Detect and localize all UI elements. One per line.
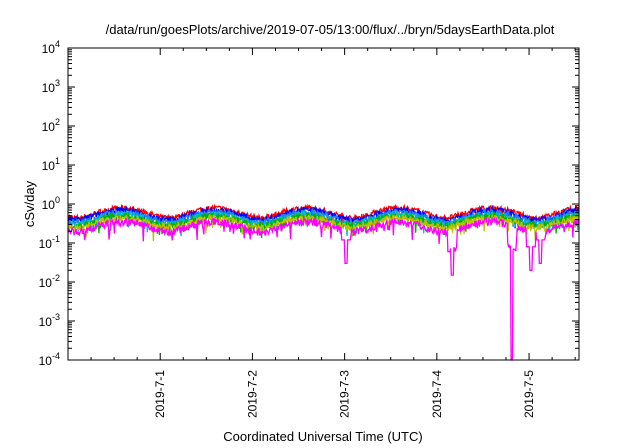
series-layer [67, 203, 580, 361]
series-line-2 [67, 204, 580, 233]
series-line-1 [67, 203, 580, 230]
y-tick-label: 101 [42, 156, 60, 173]
x-tick-label: 2019-7-1 [153, 370, 167, 418]
y-tick-label: 102 [42, 117, 60, 134]
x-tick-label: 2019-7-3 [338, 370, 352, 418]
chart-title: /data/run/goesPlots/archive/2019-07-05/1… [106, 22, 555, 37]
y-tick-label: 10-2 [39, 273, 60, 290]
x-tick-label: 2019-7-5 [522, 370, 536, 418]
x-axis-label: Coordinated Universal Time (UTC) [223, 429, 422, 444]
y-axis: 104 103 102 101 100 10-1 10-2 10-3 10-4 [39, 39, 579, 368]
y-tick-label: 10-1 [39, 234, 60, 251]
x-tick-label: 2019-7-2 [245, 370, 259, 418]
plot-frame [67, 47, 580, 361]
y-tick-label: 10-4 [39, 351, 60, 368]
y-tick-label: 103 [42, 78, 60, 95]
x-axis: 2019-7-1 2019-7-2 2019-7-3 2019-7-4 2019-7-5 [90, 48, 576, 418]
x-tick-label: 2019-7-4 [430, 370, 444, 418]
y-tick-label: 104 [42, 39, 60, 56]
series-line-7 [67, 215, 580, 361]
y-tick-label: 100 [42, 195, 60, 212]
y-tick-label: 10-3 [39, 312, 60, 329]
y-axis-label: cSv/day [22, 180, 37, 227]
